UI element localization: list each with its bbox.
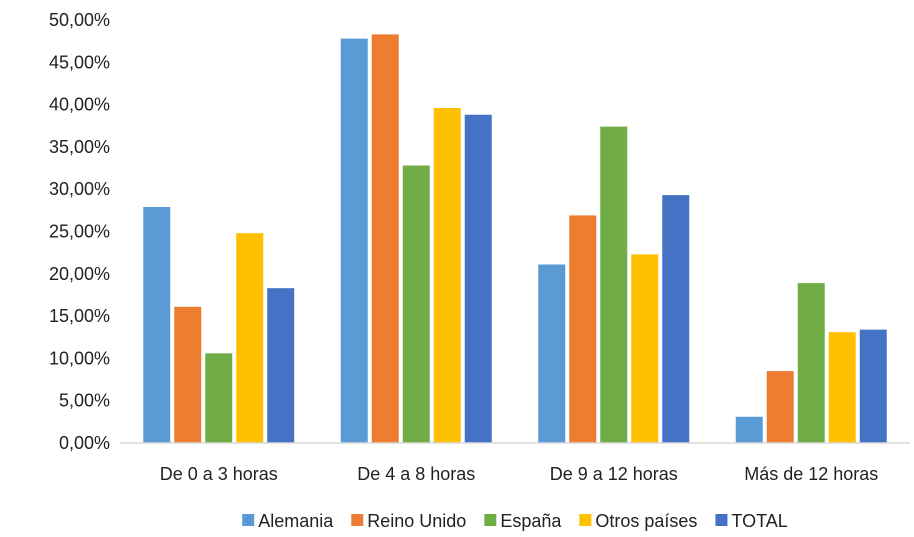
bar-alemania-0: [143, 206, 171, 443]
legend-label: Reino Unido: [367, 511, 466, 531]
bar-espa-a-3: [797, 283, 825, 443]
bar-alemania-1: [340, 38, 368, 443]
x-category-label: Más de 12 horas: [744, 464, 878, 484]
y-tick-label: 15,00%: [49, 306, 110, 326]
legend-item-total: TOTAL: [715, 511, 788, 531]
bar-total-1: [464, 114, 492, 443]
y-tick-label: 35,00%: [49, 137, 110, 157]
bar-espa-a-0: [205, 353, 233, 443]
bar-reino-unido-1: [371, 34, 399, 444]
bars-group: [143, 34, 887, 444]
legend-item-reino-unido: Reino Unido: [351, 511, 466, 531]
bar-reino-unido-3: [766, 371, 794, 443]
y-tick-label: 10,00%: [49, 348, 110, 368]
bar-total-3: [859, 329, 887, 443]
y-tick-label: 40,00%: [49, 95, 110, 115]
legend: Alemania Reino Unido España Otros países TOT…: [242, 511, 788, 531]
y-tick-label: 5,00%: [59, 391, 110, 411]
bar-otros-pa-ses-3: [828, 332, 856, 443]
legend-swatch: [715, 514, 728, 526]
bar-alemania-3: [735, 416, 763, 443]
y-tick-label: 25,00%: [49, 222, 110, 242]
bar-otros-pa-ses-0: [236, 233, 264, 443]
bar-espa-a-1: [402, 165, 430, 443]
y-tick-label: 45,00%: [49, 52, 110, 72]
legend-label: Otros países: [595, 511, 697, 531]
x-axis-category-labels: De 0 a 3 horas De 4 a 8 horas De 9 a 12 ho…: [160, 464, 879, 484]
x-category-label: De 9 a 12 horas: [550, 464, 678, 484]
legend-swatch: [351, 514, 364, 526]
y-tick-label: 50,00%: [49, 10, 110, 30]
legend-label: TOTAL: [731, 511, 787, 531]
bar-espa-a-2: [600, 126, 628, 443]
legend-label: Alemania: [258, 511, 334, 531]
legend-swatch: [242, 514, 255, 526]
bar-reino-unido-2: [569, 215, 597, 443]
bar-otros-pa-ses-1: [433, 107, 461, 443]
bar-total-2: [662, 195, 690, 443]
legend-item-alemania: Alemania: [242, 511, 334, 531]
y-axis-tick-labels: 0,00% 5,00% 10,00% 15,00% 20,00% 25,00% 30,00%…: [49, 10, 110, 453]
legend-swatch: [484, 514, 497, 526]
legend-item-espa-a: España: [484, 511, 562, 531]
y-tick-label: 20,00%: [49, 264, 110, 284]
legend-item-otros-pa-ses: Otros países: [579, 511, 697, 531]
bar-reino-unido-0: [174, 306, 202, 443]
bar-alemania-2: [538, 264, 566, 443]
y-tick-label: 0,00%: [59, 433, 110, 453]
bar-total-0: [267, 288, 295, 443]
legend-label: España: [500, 511, 562, 531]
x-category-label: De 4 a 8 horas: [357, 464, 475, 484]
y-tick-label: 30,00%: [49, 179, 110, 199]
bar-otros-pa-ses-2: [631, 254, 659, 443]
legend-swatch: [579, 514, 592, 526]
x-category-label: De 0 a 3 horas: [160, 464, 278, 484]
